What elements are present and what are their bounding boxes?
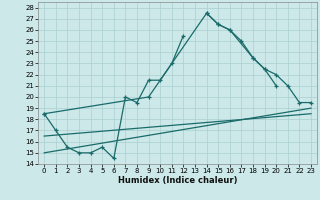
X-axis label: Humidex (Indice chaleur): Humidex (Indice chaleur) <box>118 176 237 185</box>
